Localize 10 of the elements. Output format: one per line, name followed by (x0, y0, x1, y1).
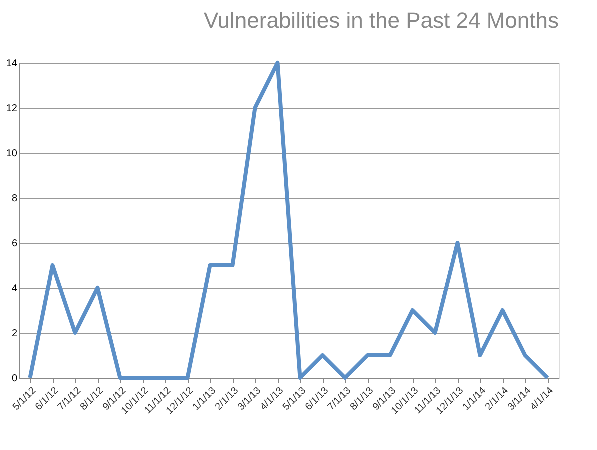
y-tick-label: 14 (6, 58, 18, 70)
y-tick-label: 8 (12, 194, 18, 204)
y-tick-label: 10 (6, 148, 18, 160)
y-tick-label: 2 (12, 328, 18, 340)
line-series (28, 61, 550, 380)
y-tick-label: 0 (12, 374, 18, 384)
y-tick-label: 6 (12, 238, 18, 250)
chart-title: Vulnerabilities in the Past 24 Months (204, 8, 559, 33)
y-tick-label: 12 (6, 104, 18, 114)
y-tick-label: 4 (12, 284, 18, 294)
